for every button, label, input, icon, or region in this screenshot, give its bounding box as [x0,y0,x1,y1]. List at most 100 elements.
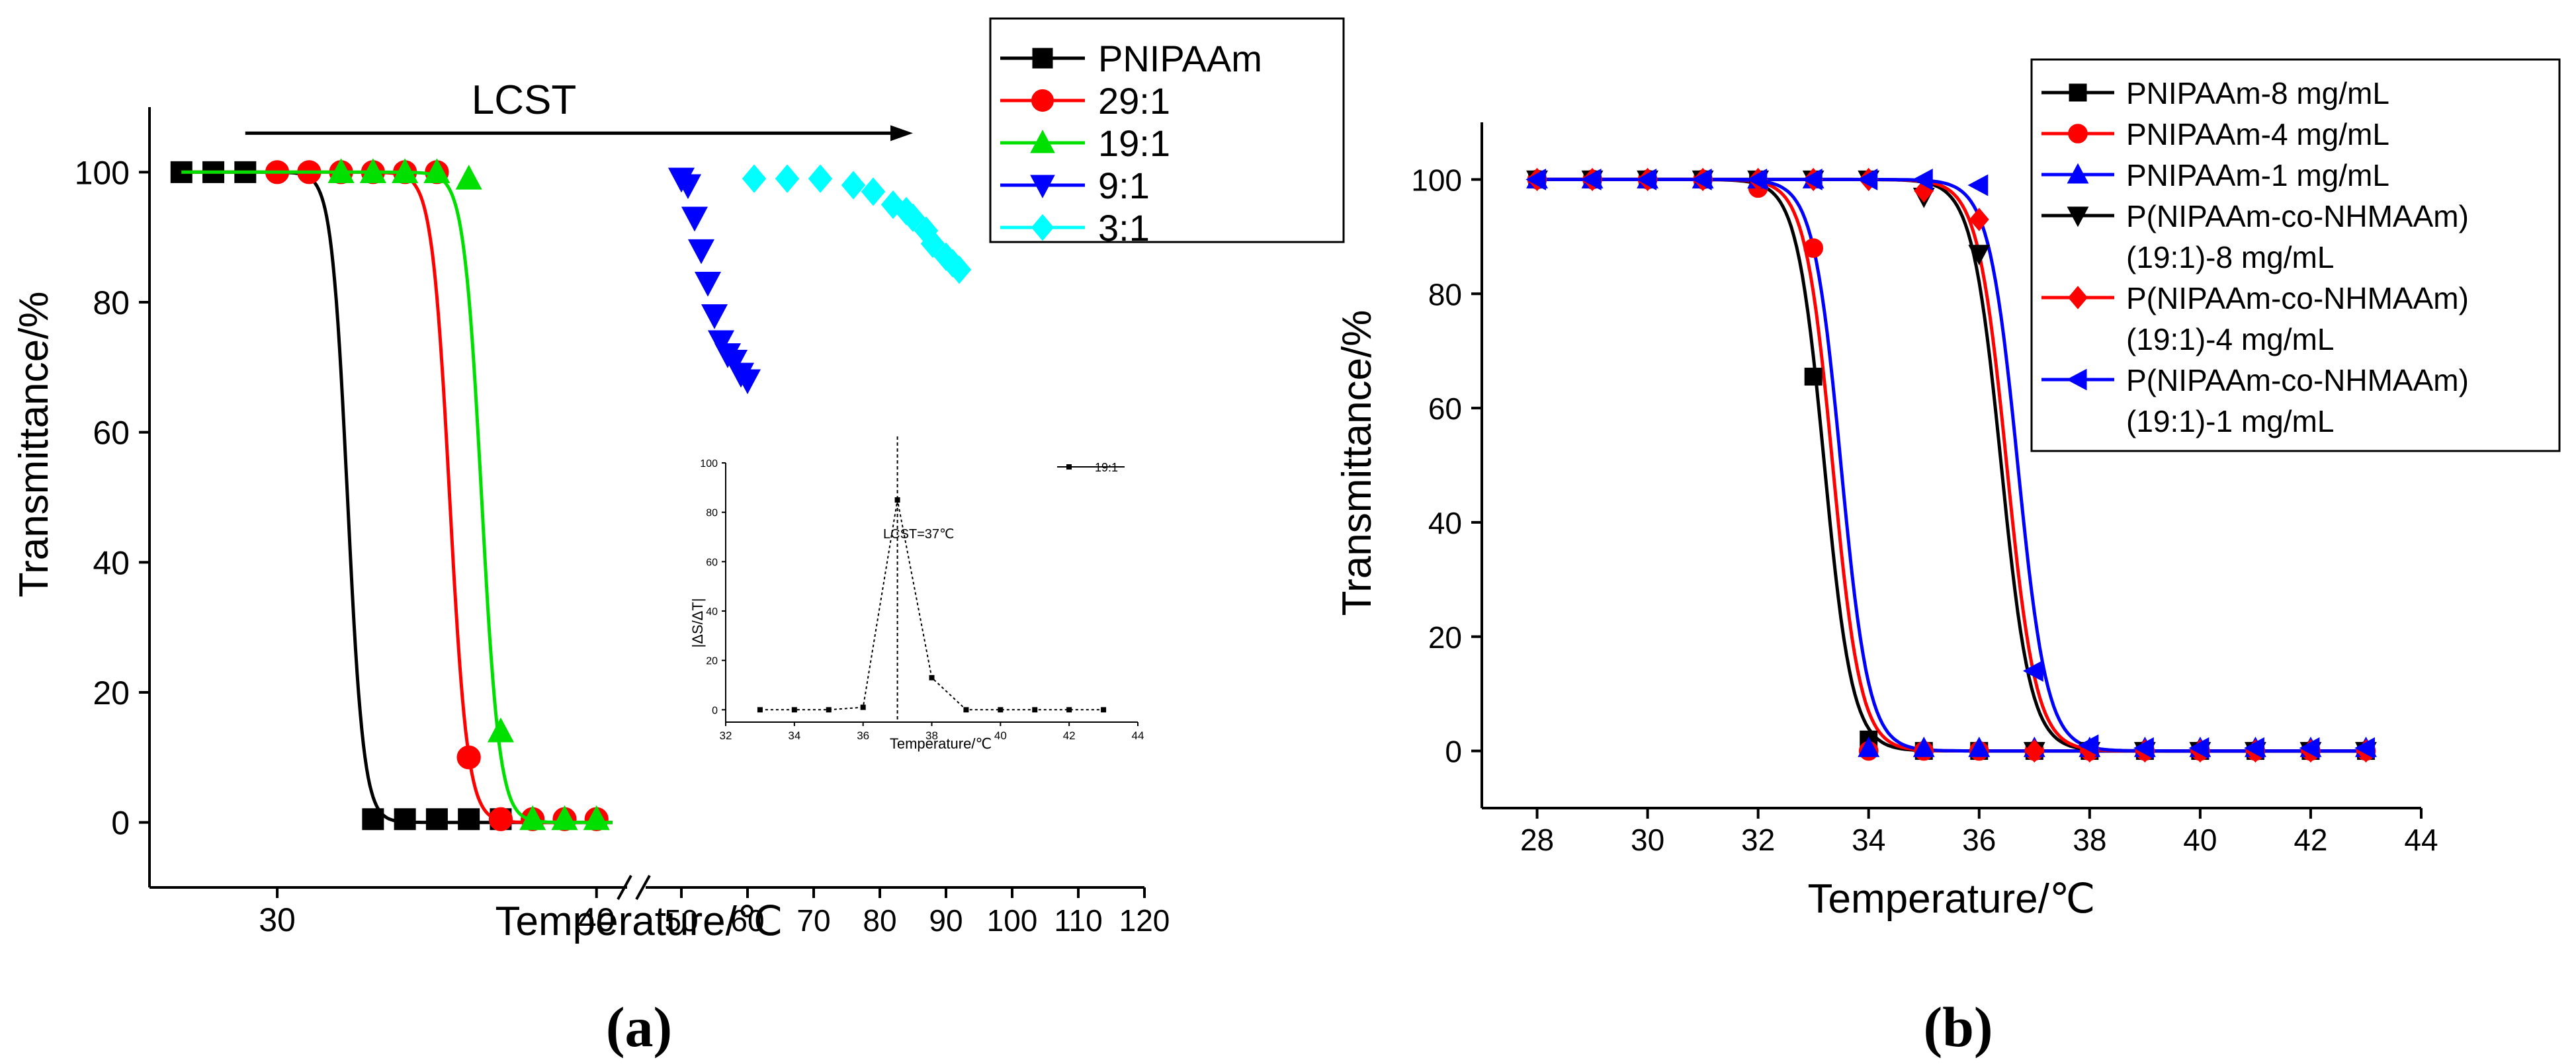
panel-a-x-tick-label: 50 [664,903,698,938]
panel-b-legend: PNIPAAm-8 mg/mL PNIPAAm-4 mg/mL PNIPAAm-1 … [2041,76,2469,438]
panel-a-axis-break-2 [635,875,651,900]
panel-a-x-tick-label: 90 [929,903,963,938]
inset-x-tick-label: 44 [1132,729,1144,742]
legend-marker [2066,368,2087,391]
panel-b-legend-box [2030,58,2561,452]
legend-marker [2068,286,2088,309]
panel-a-y-tick-label: 40 [93,544,130,581]
inset-data-point [998,707,1004,713]
panel-b-data-point [2078,734,2099,757]
panel-b-marks: 0 20 40 60 80 100 28 30 32 34 36 38 40 42 44 [1411,122,2438,857]
panel-a-data-point [359,158,386,183]
panel-a-x-tick-label: 70 [796,903,830,938]
panel-a-data-point [488,807,513,831]
panel-a-data-point [742,164,767,193]
legend-marker [2069,83,2087,102]
panel-a-data-point [425,808,448,831]
inset-x-tick-label: 42 [1063,729,1076,742]
panel-b-data-point [1968,736,1991,757]
panel-b-data-point [1803,238,1823,258]
panel-b-y-tick-label: 40 [1428,506,1462,540]
legend-marker [1031,214,1054,241]
panel-b-data-point [2354,737,2375,759]
legend-label: P(NIPAAm-co-NHMAAm) [2126,199,2469,233]
panel-b-x-tick-label: 36 [1962,823,1996,857]
legend-marker [1031,89,1054,112]
panel-b-data-point [1969,208,1989,231]
legend-label: 9:1 [1098,165,1150,206]
panel-a-data-point [394,808,416,831]
panel-b-data-point [2188,737,2210,759]
inset-xlabel: Temperature/℃ [890,735,992,752]
inset-data-point [929,675,935,680]
panel-b-fit-curve [1537,177,2366,753]
panel-b-data-point [1967,174,1989,196]
panel-a-data-point [674,174,702,200]
panel-a-data-point [861,177,886,206]
panel-b-data-point [1636,168,1657,190]
inset-y-tick-label: 80 [706,508,718,519]
inset-x-tick-label: 38 [925,729,938,742]
legend-label: (19:1)-4 mg/mL [2126,322,2334,356]
panel-a-data-point [327,158,355,183]
legend-marker [1030,175,1055,198]
inset-x-tick-label: 34 [788,729,800,742]
panel-b-data-point [1858,736,1880,757]
panel-b-x-tick-label: 40 [2183,823,2217,857]
panel-a-data-point [900,203,925,232]
panel-a-y-tick-label: 100 [75,154,130,191]
legend-marker [2067,163,2089,184]
panel-b-x-tick-label: 42 [2294,823,2327,857]
panel-a-data-point [455,165,482,190]
panel-b-data-point [2022,660,2043,682]
panel-b-xlabel: Temperature/℃ [1808,876,2096,922]
lcst-arrow-head [890,125,913,142]
panel-a-x-tick-label: 120 [1119,903,1170,938]
inset-data-point [791,707,797,713]
inset-data-point [860,704,866,710]
panel-b-data-point [1857,168,1878,190]
legend-label: 3:1 [1098,207,1150,249]
panel-a-x-tick-label: 100 [987,903,1038,938]
panel-a-axis-break-1 [617,875,632,900]
legend-label: PNIPAAm-8 mg/mL [2126,76,2389,110]
panel-a-data-point [362,808,384,831]
panel-b-ylabel: Transmittance/% [1334,310,1380,616]
panel-b-data-point [1912,736,1935,757]
inset-y-tick-label: 60 [706,557,718,568]
lcst-annotation-label: LCST [472,77,576,123]
inset-y-tick-label: 0 [712,705,718,716]
panel-a-data-point [920,229,945,259]
panel-a-x-tick-label: 60 [730,903,764,938]
inset-x-tick-label: 36 [857,729,869,742]
panel-b-y-tick-label: 100 [1411,163,1462,197]
panel-a-data-point [519,805,546,831]
panel-b-data-point [2299,737,2320,759]
panel-a-x-tick-label: 40 [578,901,615,938]
legend-label: (19:1)-1 mg/mL [2126,404,2334,438]
panel-b-x-tick-label: 34 [1852,823,1885,857]
panel-a-data-point [707,330,735,356]
panel-b-x-tick-label: 38 [2073,823,2106,857]
legend-label: PNIPAAm [1098,38,1262,79]
legend-marker [2067,206,2089,227]
panel-b-x-tick-label: 44 [2404,823,2438,857]
panel-a-data-point [456,745,481,770]
panel-b-x-tick-label: 32 [1741,823,1775,857]
inset-data-point [1032,707,1038,713]
inset-y-tick-label: 40 [706,606,718,618]
legend-marker [1030,130,1055,153]
legend-label: P(NIPAAm-co-NHMAAm) [2126,281,2469,315]
panel-a-data-point [583,805,610,831]
panel-a-data-point [423,158,451,183]
inset-annotation: LCST=37℃ [883,527,955,542]
legend-label: P(NIPAAm-co-NHMAAm) [2126,363,2469,397]
inset-x-tick-label: 40 [994,729,1007,742]
panel-b-y-tick-label: 20 [1428,620,1462,655]
panel-b-data-point [1691,168,1712,190]
panel-a-data-point [720,350,748,375]
inset-data-point [963,707,969,713]
panel-b-y-tick-label: 60 [1428,391,1462,426]
